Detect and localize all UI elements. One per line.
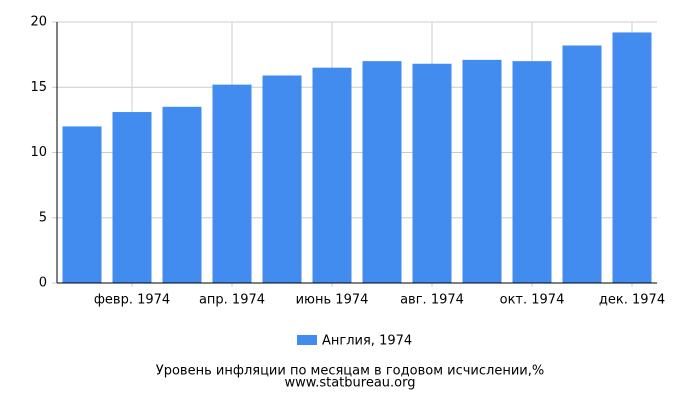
- bar: [612, 32, 652, 283]
- bar: [162, 106, 202, 283]
- y-tick-label: 15: [30, 80, 47, 95]
- bar: [262, 75, 302, 283]
- x-tick-label: июнь 1974: [296, 293, 369, 308]
- x-tick-label: апр. 1974: [199, 293, 265, 308]
- bar: [212, 84, 252, 283]
- legend-label: Англия, 1974: [322, 334, 412, 349]
- legend-swatch: [297, 335, 317, 345]
- x-tick-label: окт. 1974: [500, 293, 565, 308]
- y-tick-label: 10: [30, 145, 47, 160]
- bar: [412, 63, 452, 284]
- bar: [462, 59, 502, 283]
- x-tick-label: авг. 1974: [400, 293, 464, 308]
- y-tick-label: 0: [39, 276, 47, 291]
- bar: [312, 67, 352, 283]
- y-tick-label: 5: [39, 210, 47, 225]
- bar: [62, 126, 102, 284]
- x-tick-label: февр. 1974: [94, 293, 170, 308]
- bar: [112, 112, 152, 283]
- x-tick-label: дек. 1974: [599, 293, 665, 308]
- bar: [562, 45, 602, 283]
- bar: [512, 61, 552, 284]
- y-tick-label: 20: [30, 15, 47, 30]
- bar: [362, 61, 402, 284]
- source: www.statbureau.org: [285, 376, 416, 391]
- chart-title: Уровень инфляции по месяцам в годовом ис…: [156, 364, 544, 379]
